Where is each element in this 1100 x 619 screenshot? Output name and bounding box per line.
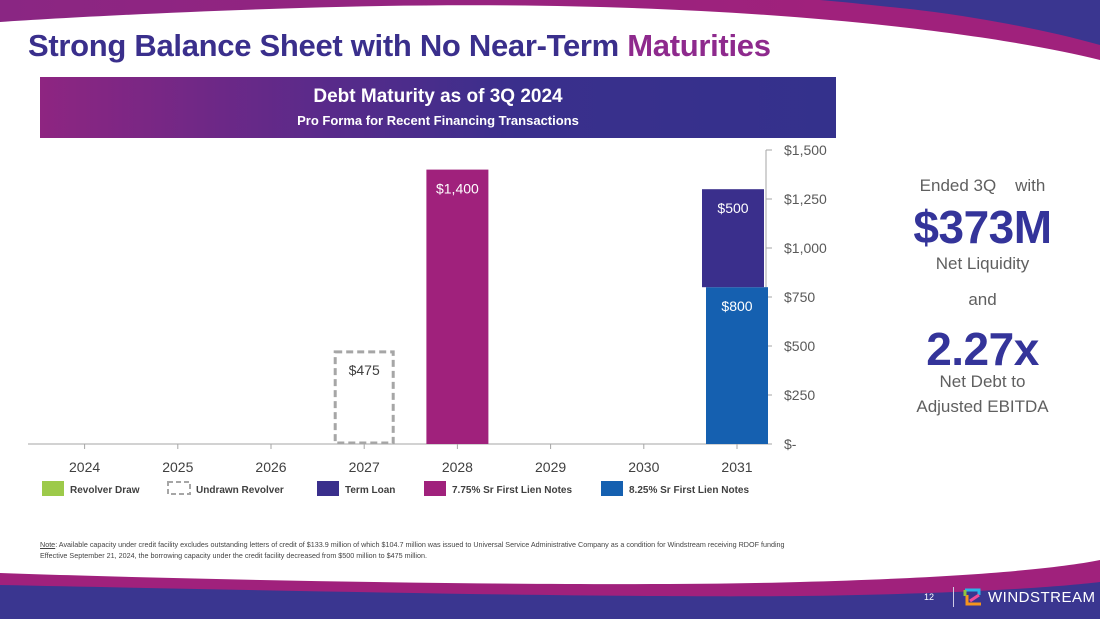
data-label: $800 (721, 298, 752, 314)
kpi-liquidity-label: Net Liquidity (935, 254, 1030, 273)
chart-title: Debt Maturity as of 3Q 2024 (313, 86, 563, 107)
bar-term-loan-2031 (702, 189, 764, 288)
y-tick-label: $1,250 (784, 191, 827, 207)
kpi-intro: Ended 3Q with (880, 176, 1085, 196)
page-title: Strong Balance Sheet with No Near-Term M… (28, 28, 771, 64)
top-swoosh-purple (820, 0, 1100, 45)
footnote-line-2: Effective September 21, 2024, the borrow… (40, 551, 428, 560)
page-number: 12 (924, 592, 935, 602)
x-tick-label: 2029 (535, 459, 566, 475)
bar-7-75-sr-first-lien-notes-2028 (426, 169, 489, 444)
legend-label: 8.25% Sr First Lien Notes (629, 485, 749, 496)
x-tick-label: 2027 (349, 459, 380, 475)
windstream-logo-icon (963, 588, 981, 606)
page-title-accent: Maturities (627, 28, 771, 63)
legend-label: Undrawn Revolver (196, 485, 284, 496)
y-tick-label: $1,500 (784, 142, 827, 158)
kpi-leverage-label-1: Net Debt to (939, 372, 1026, 391)
legend-swatch (167, 481, 191, 495)
legend-swatch (601, 481, 623, 496)
kpi-intro-text: Ended 3Q with (919, 176, 1046, 195)
legend-swatch (424, 481, 446, 496)
y-tick-label: $250 (784, 387, 815, 403)
data-label: $475 (349, 362, 380, 378)
y-tick-label: $- (784, 436, 797, 452)
brand-logo: WINDSTREAM (962, 587, 1096, 607)
x-tick-label: 2024 (69, 459, 100, 475)
x-tick-label: 2030 (628, 459, 659, 475)
legend-label: Revolver Draw (70, 485, 140, 496)
x-tick-label: 2031 (721, 459, 752, 475)
footer-divider (953, 587, 954, 607)
legend-swatch (42, 481, 64, 496)
page-title-main: Strong Balance Sheet with No Near-Term (28, 28, 628, 63)
brand-name: WINDSTREAM (988, 588, 1096, 606)
kpi-connector: and (968, 290, 997, 309)
legend-label: 7.75% Sr First Lien Notes (452, 485, 572, 496)
kpi-leverage-value: 2.27x (926, 323, 1039, 375)
x-tick-label: 2028 (442, 459, 473, 475)
chart-subtitle: Pro Forma for Recent Financing Transacti… (297, 113, 579, 128)
data-label: $500 (717, 200, 748, 216)
data-label: $1,400 (436, 181, 479, 197)
footnote-label: Note (40, 540, 56, 549)
kpi-leverage-label-2: Adjusted EBITDA (916, 397, 1049, 416)
y-tick-label: $500 (784, 338, 815, 354)
x-tick-label: 2025 (162, 459, 193, 475)
footnote-text-1: : Available capacity under credit facili… (55, 540, 785, 549)
bar-undrawn-revolver-2027 (333, 350, 395, 445)
kpi-liquidity-value: $373M (913, 201, 1052, 253)
legend-label: Term Loan (345, 485, 395, 496)
footnote: Note: Available capacity under credit fa… (40, 539, 785, 561)
chart-banner: Debt Maturity as of 3Q 2024 Pro Forma fo… (40, 77, 836, 138)
bar-8-25-sr-first-lien-notes-2031 (706, 287, 768, 444)
footnote-line-1: Note: Available capacity under credit fa… (40, 539, 785, 550)
debt-maturity-chart: $- $250 $500 $750 $1,000 $1,250 $1,500 2024 2025… (28, 142, 827, 496)
y-tick-label: $1,000 (784, 240, 827, 256)
legend-swatch (317, 481, 339, 496)
top-swoosh-magenta (0, 0, 1100, 60)
x-tick-label: 2026 (255, 459, 286, 475)
bottom-swoosh-purple (0, 582, 1100, 619)
y-tick-label: $750 (784, 289, 815, 305)
